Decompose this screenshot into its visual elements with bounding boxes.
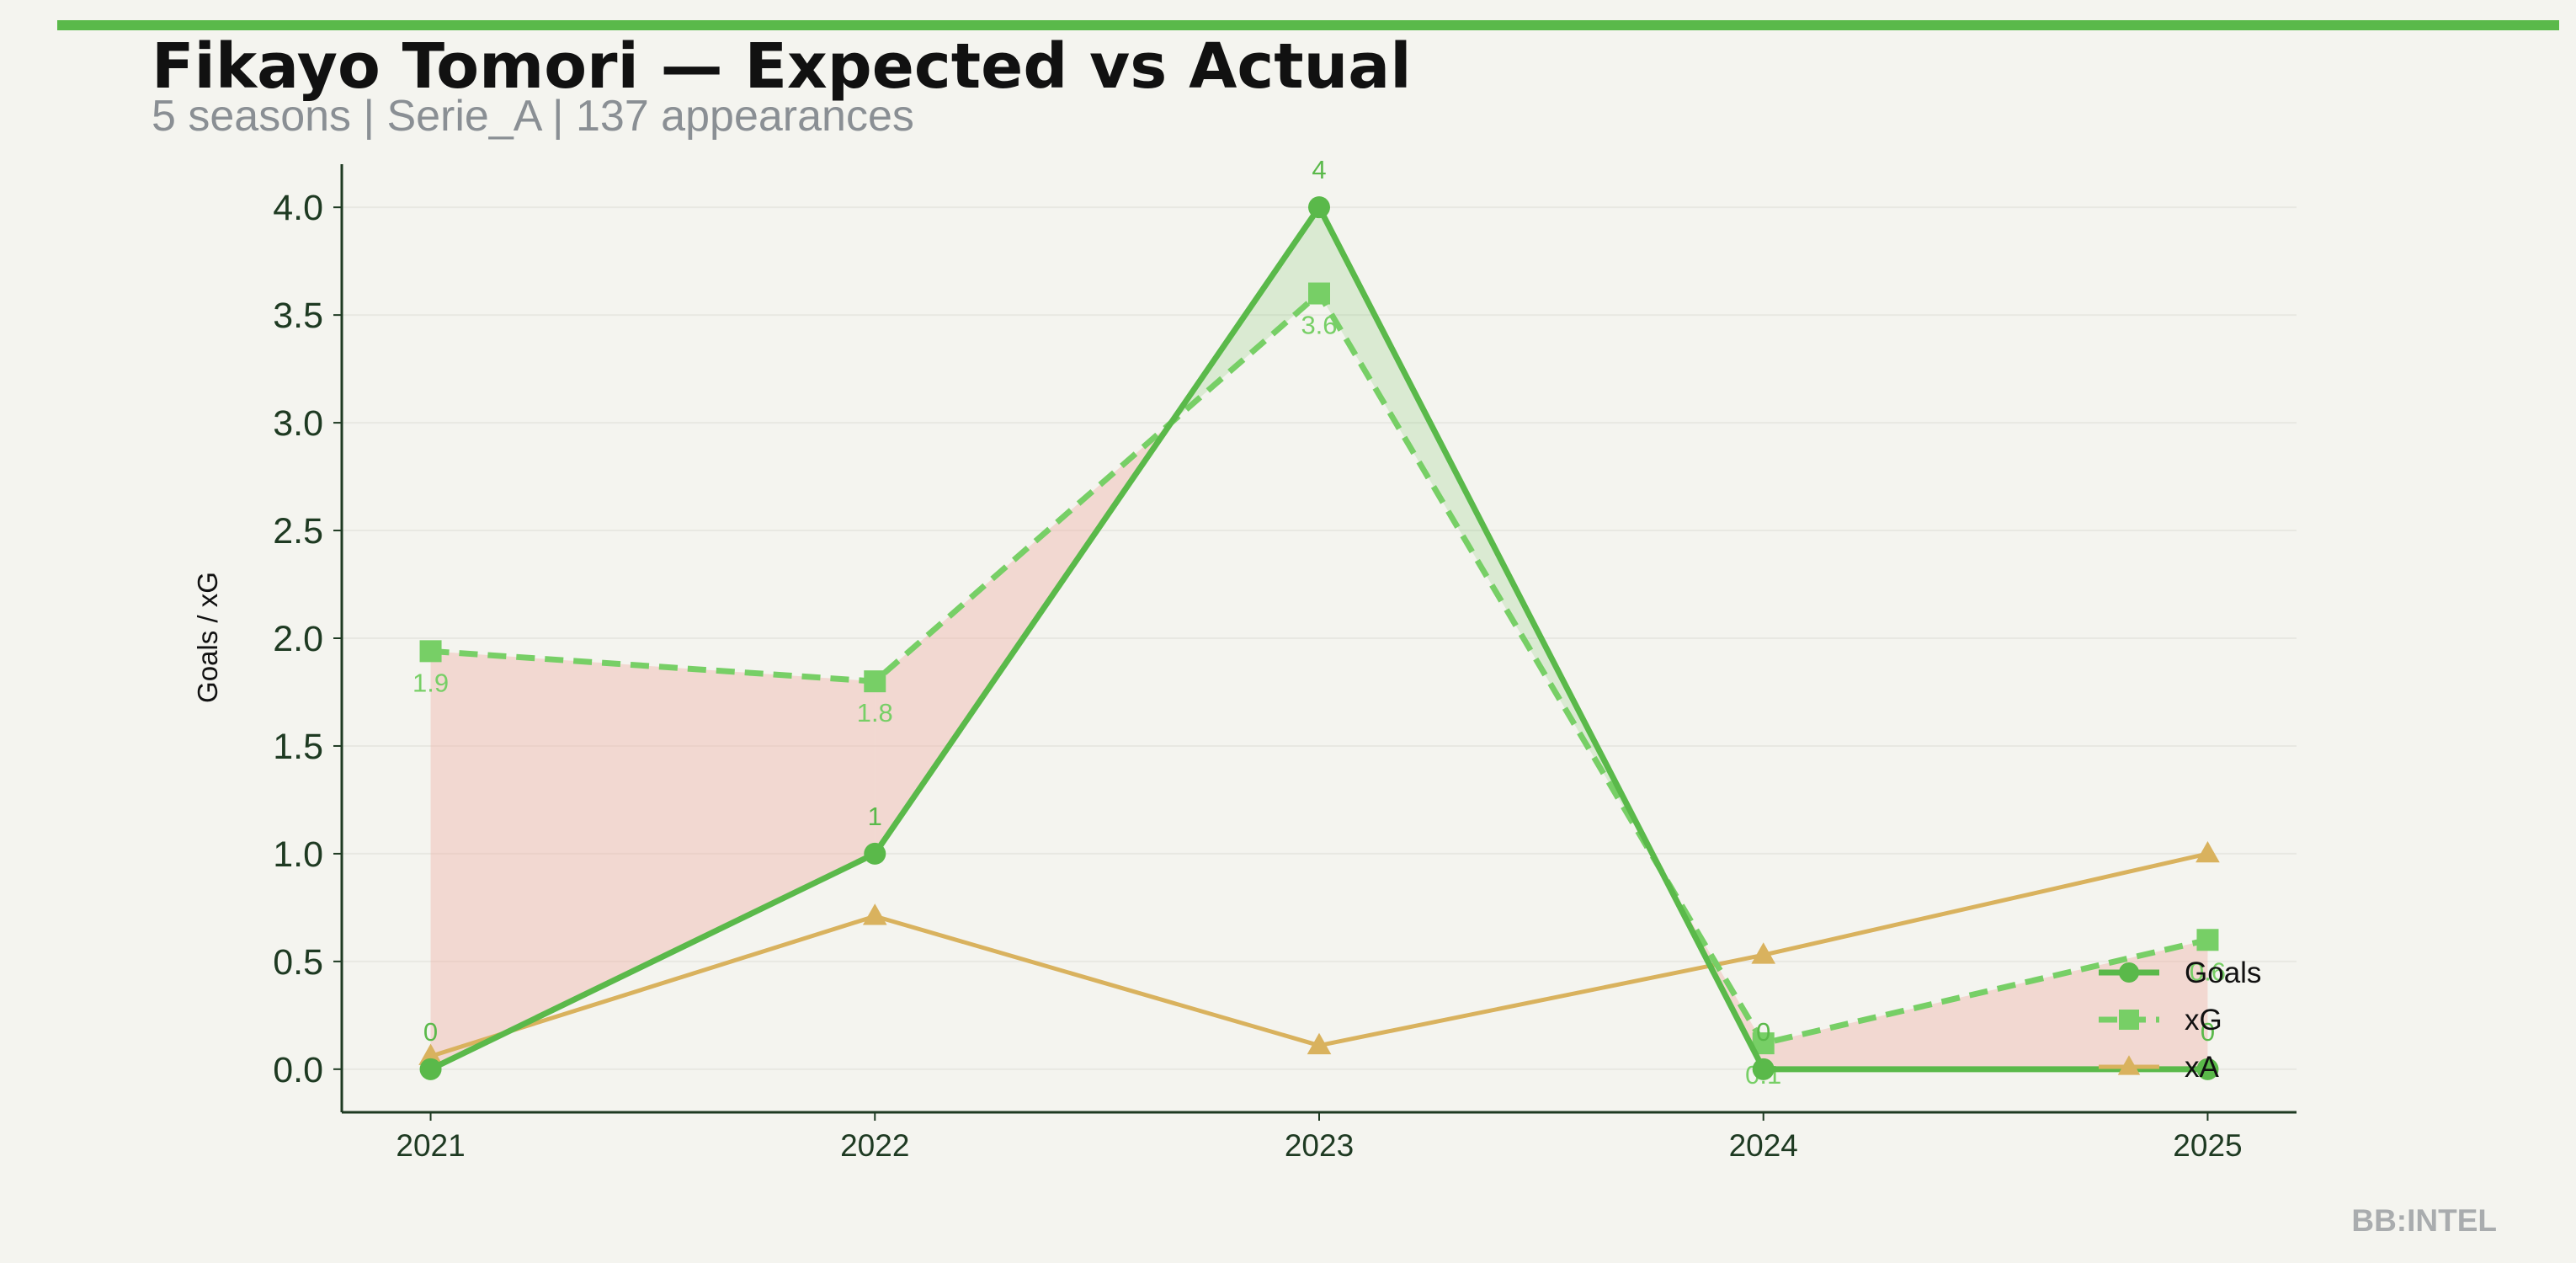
y-axis-label: Goals / xG [192,572,223,703]
top-bar [57,20,2559,30]
legend-label: Goals [2185,957,2261,989]
data-label: 0 [423,1017,438,1047]
legend-label: xA [2185,1051,2220,1084]
chart-subtitle: 5 seasons | Serie_A | 137 appearances [152,92,914,141]
legend-marker [2117,1055,2141,1075]
x-tick-label: 2021 [396,1128,465,1163]
data-label: 1 [868,802,882,831]
y-tick-label: 1.0 [273,834,323,875]
y-tick-label: 2.0 [273,619,323,659]
x-tick-label: 2022 [840,1128,909,1163]
point [1752,1058,1775,1080]
y-tick-label: 0.0 [273,1050,323,1090]
point [1308,282,1330,305]
point [419,640,442,663]
x-tick-label: 2023 [1285,1128,1354,1163]
x-tick-label: 2024 [1729,1128,1798,1163]
y-tick-label: 0.5 [273,942,323,983]
gap-fill [430,651,876,1069]
point [418,1043,443,1065]
legend-marker [2119,962,2139,983]
point [2196,929,2219,951]
data-label: 4 [1312,155,1326,184]
point [2196,1058,2219,1080]
y-tick-label: 1.5 [273,727,323,767]
data-label: 1.8 [857,698,893,727]
y-tick-label: 2.5 [273,511,323,552]
data-label: 1.9 [412,668,449,697]
data-label: 3.6 [1301,311,1337,340]
chart-title: Fikayo Tomori — Expected vs Actual [152,30,1412,103]
x-tick-label: 2025 [2173,1128,2242,1163]
point [419,1058,442,1080]
data-label: 0 [2201,1017,2215,1047]
y-tick-label: 3.0 [273,403,323,444]
point [862,903,887,925]
watermark: BB:INTEL [2351,1203,2497,1238]
gap-fill [1763,940,2208,1069]
y-tick-label: 4.0 [273,188,323,228]
point [1307,1032,1332,1055]
point [864,842,886,865]
point [864,670,886,693]
y-tick-label: 3.5 [273,296,323,336]
legend-label: xG [2185,1004,2222,1037]
point [1308,196,1330,219]
data-label: 0 [1756,1017,1770,1047]
legend-marker [2119,1010,2139,1030]
point [1751,942,1776,964]
point [2195,840,2220,863]
data-label: 0.6 [2190,957,2226,986]
